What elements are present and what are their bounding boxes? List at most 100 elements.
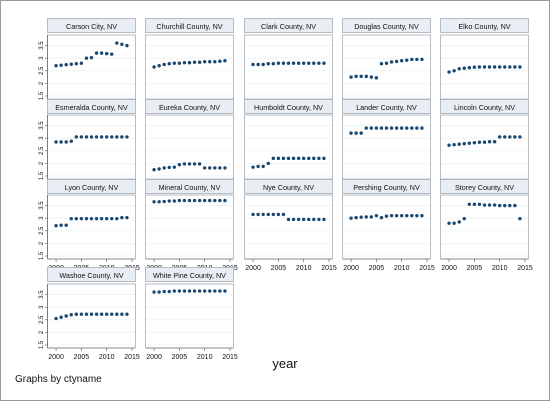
data-point <box>167 165 171 170</box>
panel-title: Nye County, NV <box>263 183 314 192</box>
data-point <box>256 164 260 169</box>
y-tick-label: 3 <box>39 56 45 60</box>
data-point <box>218 59 222 63</box>
data-point <box>379 215 384 220</box>
series-points <box>54 215 129 228</box>
data-point <box>482 203 487 207</box>
data-point <box>157 64 161 68</box>
data-point <box>420 57 424 62</box>
data-point <box>369 126 374 130</box>
data-point <box>74 62 79 66</box>
data-point <box>256 212 260 217</box>
data-point <box>349 216 353 220</box>
data-point <box>69 313 73 317</box>
data-point <box>54 224 58 228</box>
x-tick-label: 2010 <box>296 265 312 272</box>
data-point <box>405 58 409 62</box>
data-point <box>266 212 270 217</box>
data-point <box>399 58 404 63</box>
data-point <box>115 135 119 139</box>
panel: Humboldt County, NV <box>244 99 333 180</box>
panel-header <box>440 18 529 33</box>
y-tick-label: 3.5 <box>39 121 45 130</box>
series-points <box>54 312 129 321</box>
panel-header <box>145 179 234 194</box>
data-point <box>389 213 394 218</box>
data-point <box>162 199 166 204</box>
data-point <box>120 135 124 139</box>
y-tick-label: 2.5 <box>39 226 45 235</box>
data-point <box>415 213 419 218</box>
y-tick-label: 2 <box>39 241 45 245</box>
y-tick-label: 1.5 <box>39 340 45 349</box>
data-point <box>384 214 389 218</box>
data-point <box>84 312 89 316</box>
data-point <box>208 60 212 64</box>
data-point <box>99 135 104 139</box>
panel-header <box>47 99 136 114</box>
data-point <box>462 216 466 221</box>
panel: Lyon County, NV1.522.533.520002005201020… <box>39 179 140 272</box>
data-point <box>503 203 507 208</box>
data-point <box>312 61 316 65</box>
data-point <box>162 289 166 294</box>
data-point <box>120 312 124 316</box>
data-point <box>508 135 512 139</box>
panel-header <box>440 99 529 114</box>
data-point <box>120 215 124 220</box>
data-point <box>197 162 202 166</box>
data-point <box>513 65 517 69</box>
data-point <box>271 212 276 217</box>
data-point <box>399 213 404 218</box>
data-point <box>79 312 84 316</box>
data-point <box>177 198 182 203</box>
data-point <box>192 162 197 166</box>
data-point <box>364 126 368 130</box>
data-point <box>354 215 358 220</box>
plot-area <box>47 194 136 260</box>
data-point <box>405 213 409 218</box>
x-tick-label: 2005 <box>271 265 287 272</box>
panel: Lander County, NV <box>342 99 431 180</box>
data-point <box>223 289 227 293</box>
panel: White Pine County, NV 2000 2005 2010 2015 <box>145 267 238 361</box>
data-point <box>59 63 63 67</box>
data-point <box>202 289 207 293</box>
y-tick-label: 2.5 <box>39 146 45 155</box>
data-point <box>364 215 368 219</box>
data-point <box>286 217 291 222</box>
x-axis-label: year <box>272 356 298 371</box>
data-point <box>192 60 197 64</box>
plot-area <box>342 114 431 180</box>
panel: Nye County, NV 2000 2005 2010 2015 <box>244 179 337 272</box>
data-point <box>104 51 109 56</box>
data-point <box>296 156 301 161</box>
x-tick-label: 2015 <box>419 265 435 272</box>
panel-header <box>47 179 136 194</box>
data-point <box>251 62 255 67</box>
data-point <box>374 213 379 218</box>
x-tick-label: 2005 <box>74 354 90 361</box>
data-point <box>167 62 171 66</box>
data-point <box>518 216 522 221</box>
data-point <box>477 140 482 144</box>
data-point <box>104 312 109 316</box>
data-point <box>281 212 286 217</box>
data-point <box>64 63 68 67</box>
y-tick-label: 1.5 <box>39 171 45 180</box>
data-point <box>110 216 114 221</box>
data-point <box>177 289 182 293</box>
data-point <box>266 62 270 66</box>
data-point <box>208 166 212 170</box>
x-tick-label: 2005 <box>467 265 483 272</box>
data-point <box>172 199 177 203</box>
data-point <box>452 143 456 147</box>
data-point <box>301 61 306 65</box>
y-tick-label: 3 <box>39 305 45 309</box>
data-point <box>192 198 197 203</box>
panel-header <box>342 99 431 114</box>
data-point <box>497 65 502 69</box>
data-point <box>69 62 73 66</box>
data-point <box>59 315 63 319</box>
